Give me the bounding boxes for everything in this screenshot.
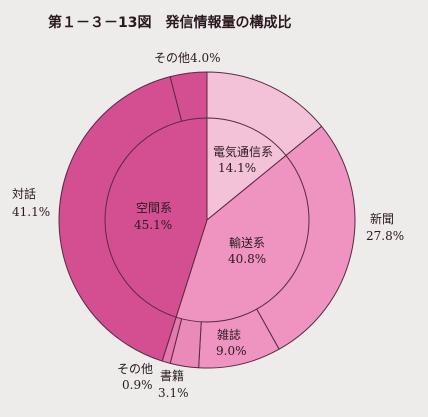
label-sonota-small-value: 0.9% [122,378,153,392]
label-kukan-name: 空間系 [136,201,172,215]
label-sonota-small-name: その他 [117,362,153,376]
label-taiwa-value: 41.1% [12,205,50,219]
label-sonota-top: その他4.0% [154,51,221,65]
label-shoseki-value: 3.1% [158,386,189,400]
label-denki-name: 電気通信系 [213,144,273,159]
label-yuso-name: 輸送系 [229,235,265,250]
label-zasshi-value: 9.0% [216,344,247,358]
inner-slice-2 [104,117,208,318]
inner-slice-0 [206,117,287,222]
inner-ring [104,117,310,323]
label-kukan-value: 45.1% [134,218,172,232]
chart-title: 第１－３－13図 発信情報量の構成比 [48,14,291,31]
label-zasshi-name: 雑誌 [217,327,241,342]
label-denki-value: 14.1% [218,161,256,175]
inner-slice-1 [175,154,310,323]
label-taiwa-name: 対話 [12,186,36,201]
label-shinbun-name: 新聞 [370,211,394,226]
label-shinbun-value: 27.8% [366,229,404,243]
label-shoseki-name: 書籍 [160,368,184,383]
label-yuso-value: 40.8% [228,252,266,266]
